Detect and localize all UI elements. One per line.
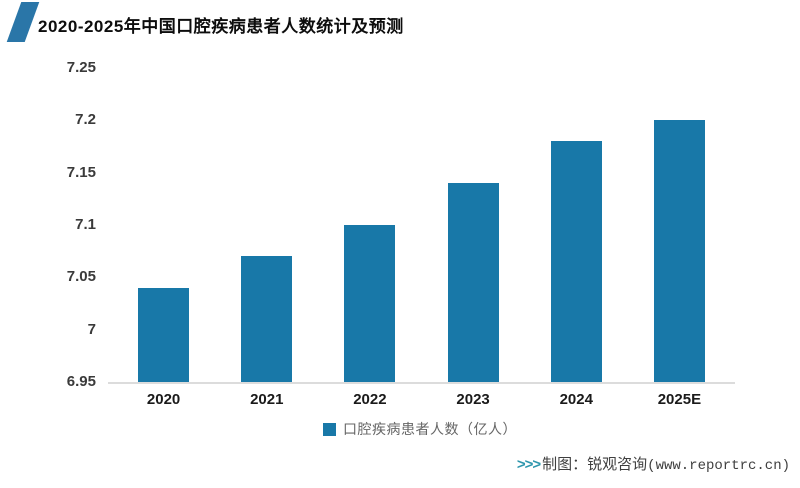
chevrons-icon: >>>	[516, 456, 541, 473]
bar-2020	[138, 287, 190, 382]
bar-2024	[550, 141, 602, 382]
x-tick-label-2025E: 2025E	[657, 391, 702, 408]
bar-2025E	[653, 120, 705, 382]
y-tick-label-6.95: 6.95	[66, 373, 96, 390]
title-stripe-icon	[6, 2, 40, 42]
title-bar: 2020-2025年中国口腔疾病患者人数统计及预测	[0, 0, 800, 48]
x-tick-label-2022: 2022	[353, 391, 387, 408]
caption-url: (www.reportrc.cn)	[647, 458, 790, 474]
page-title: 2020-2025年中国口腔疾病患者人数统计及预测	[38, 17, 404, 36]
bar-2023	[447, 183, 499, 382]
y-tick-label-7.25: 7.25	[66, 59, 96, 76]
legend-swatch-icon	[323, 422, 336, 436]
x-axis-line	[108, 382, 735, 384]
bar-chart: 6.95 7 7.05 7.1 7.15 7.2 7.25 2020 2021 2022 2023 2…	[0, 48, 800, 448]
y-tick-label-7.05: 7.05	[66, 268, 96, 286]
y-tick-label-7.1: 7.1	[75, 216, 96, 233]
chart-legend: 口腔疾病患者人数（亿人）	[110, 419, 730, 439]
caption-text: 制图：锐观咨询	[542, 456, 648, 473]
x-tick-label-2020: 2020	[146, 391, 181, 408]
x-tick-label-2023: 2023	[456, 391, 490, 408]
x-tick-label-2021: 2021	[250, 391, 284, 408]
y-tick-label-7.15: 7.15	[66, 163, 96, 181]
source-caption: >>> 制图：锐观咨询(www.reportrc.cn)	[517, 453, 790, 474]
bar-2021	[241, 256, 293, 382]
legend-label: 口腔疾病患者人数（亿人）	[343, 421, 517, 437]
y-tick-label-7.2: 7.2	[75, 111, 96, 129]
x-tick-label-2024: 2024	[559, 391, 593, 408]
bar-2022	[344, 225, 396, 382]
y-tick-label-7: 7	[87, 320, 96, 338]
